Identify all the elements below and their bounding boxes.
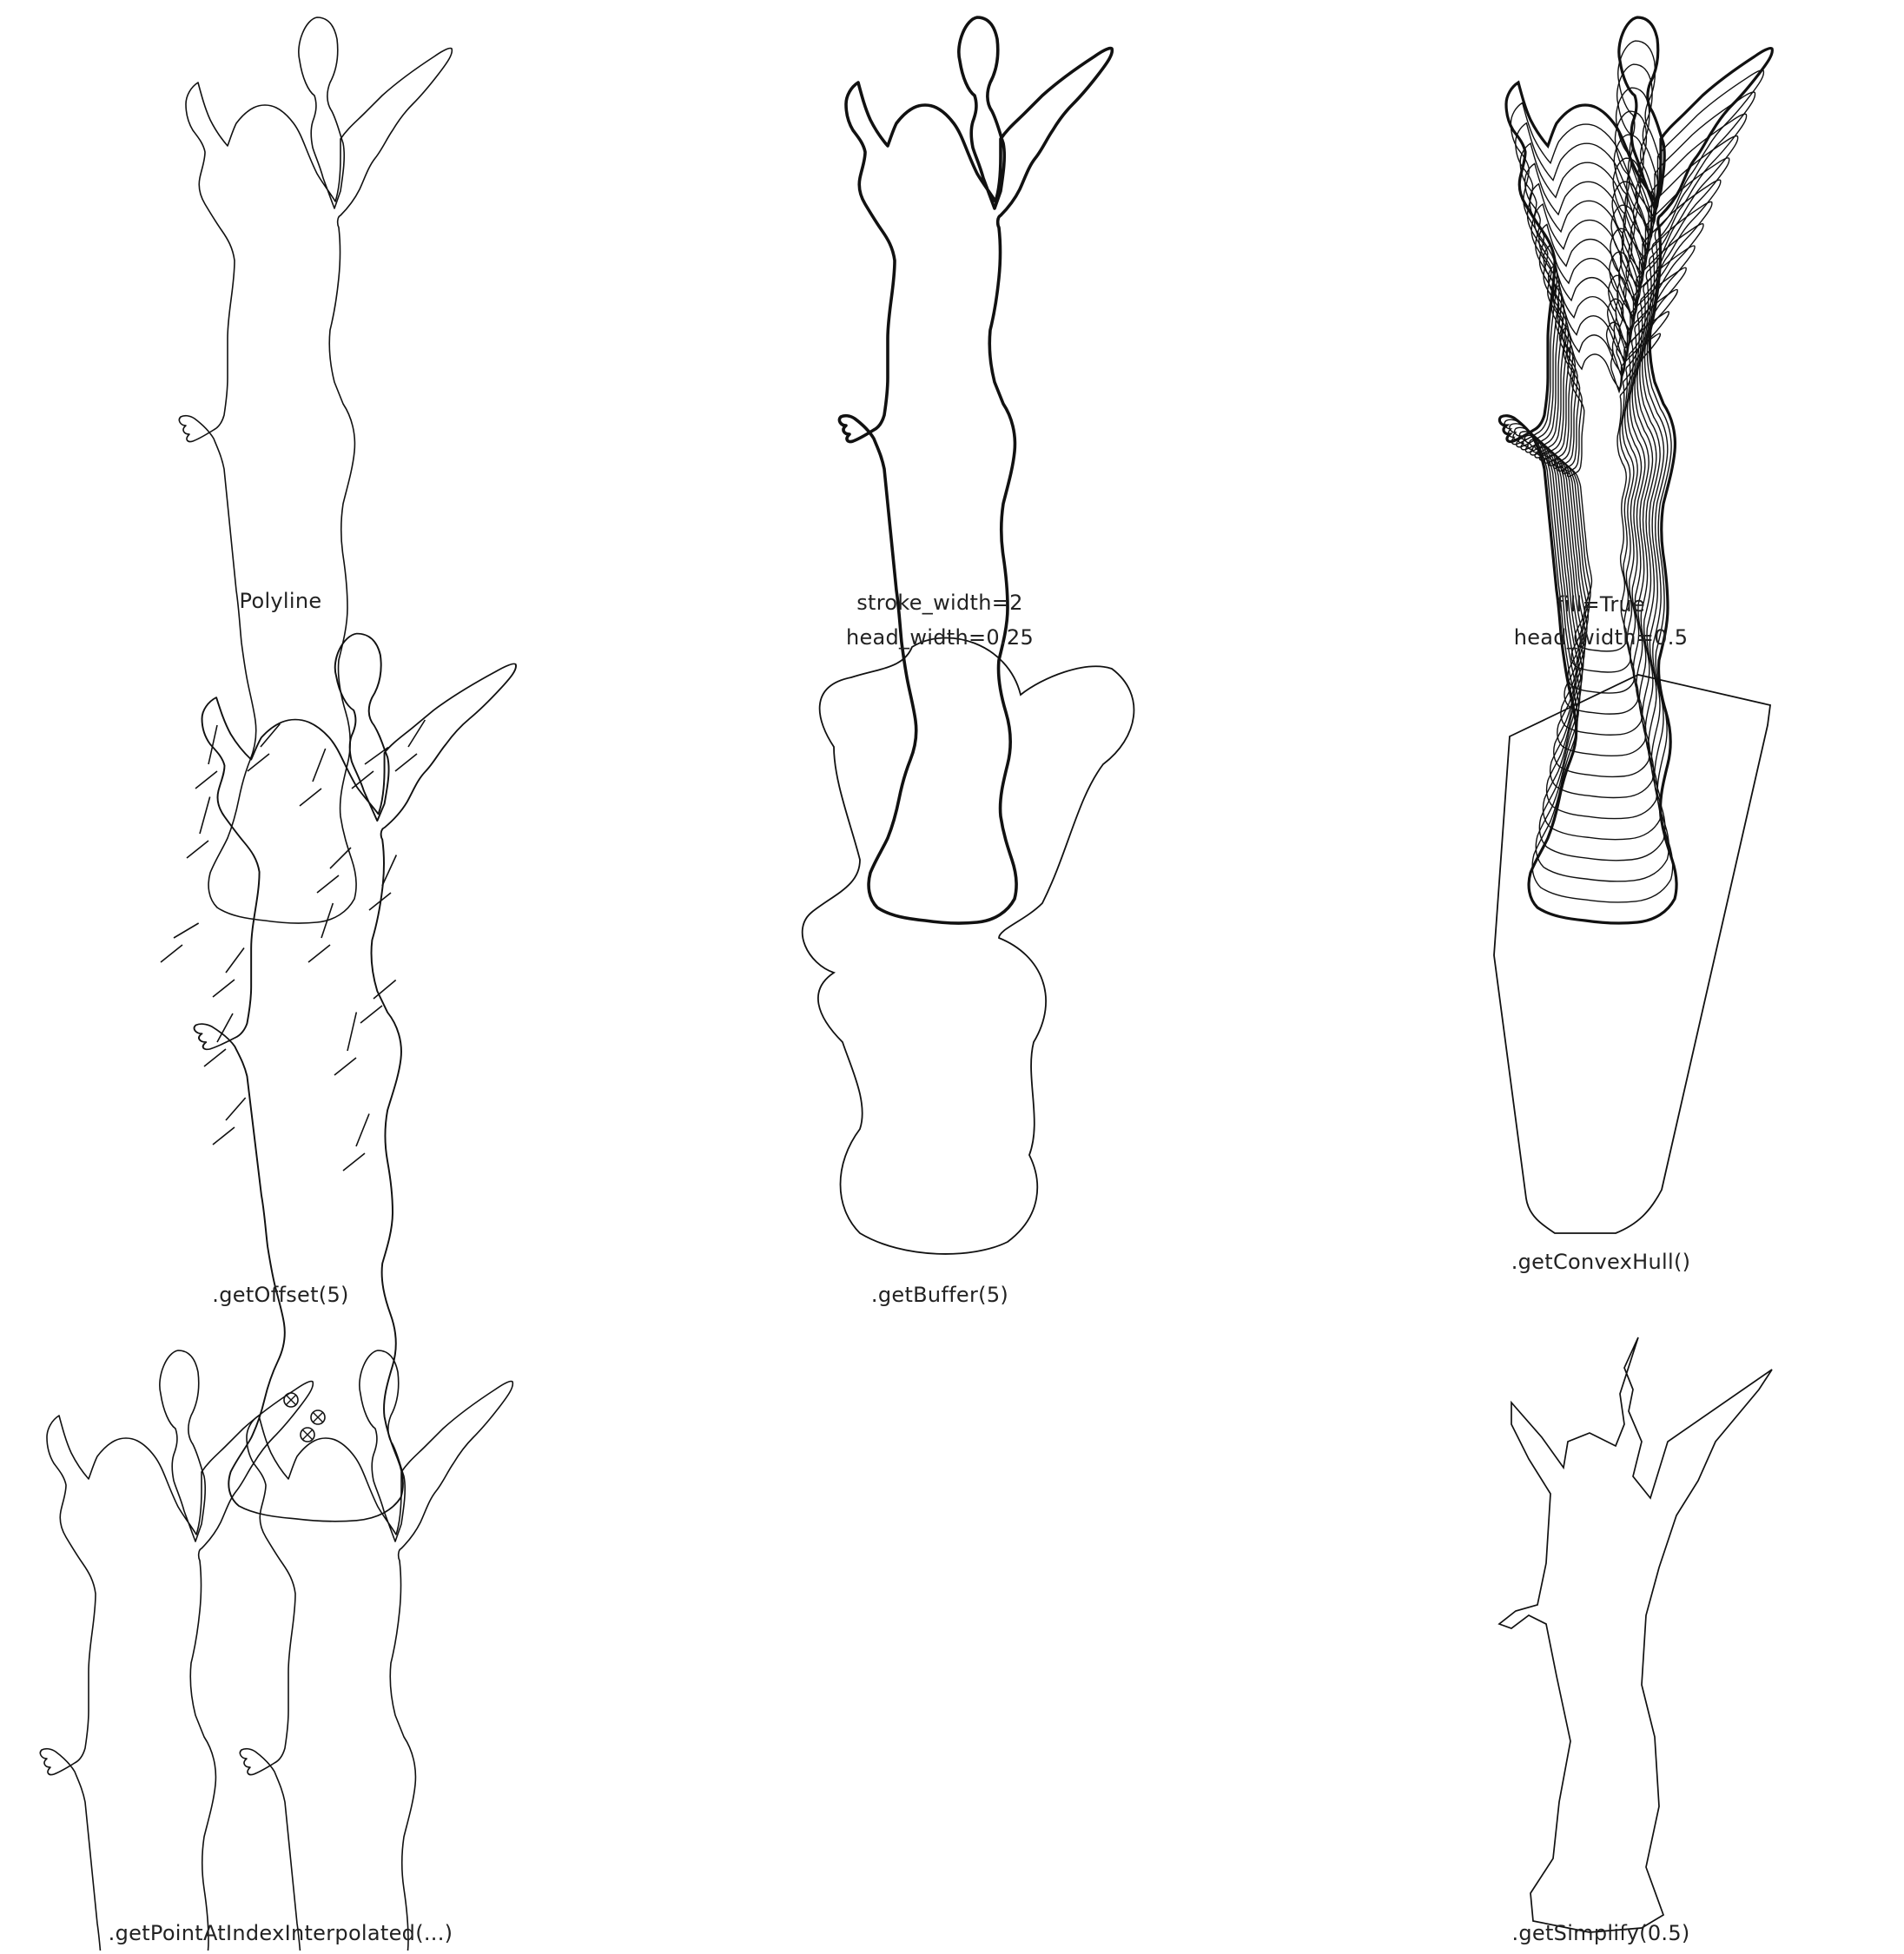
caption-get-buffer: .getBuffer(5) xyxy=(870,1283,1009,1307)
shape-stroke-width xyxy=(837,16,1114,925)
artifact-stroke xyxy=(394,719,426,772)
artifact-stroke xyxy=(351,746,389,789)
interpolated-point-cross xyxy=(301,1429,314,1441)
shape-fill-hatched xyxy=(1497,16,1774,925)
shape-buffer xyxy=(801,637,1135,1255)
artifact-stroke xyxy=(186,796,211,859)
interpolated-point-marker xyxy=(310,1409,326,1425)
artifact-stroke xyxy=(360,979,397,1024)
shape-offset-outline xyxy=(193,632,517,1522)
artifact-stroke xyxy=(212,1097,247,1145)
artifact-stroke xyxy=(299,748,327,807)
offset-artifacts xyxy=(160,719,426,1172)
artifact-stroke xyxy=(195,724,218,789)
interpolated-point-cross xyxy=(312,1411,324,1423)
caption-get-simplify: .getSimplify(0.5) xyxy=(1511,1921,1690,1945)
artifact-stroke xyxy=(334,1012,358,1076)
caption-stroke-head-width: head_width=0.25 xyxy=(845,625,1035,650)
artifact-stroke xyxy=(316,847,352,894)
caption-get-convex-hull: .getConvexHull() xyxy=(1511,1250,1691,1274)
artifact-stroke xyxy=(212,947,245,998)
caption-fill-head-width: head_width=0.5 xyxy=(1513,625,1689,650)
artifact-stroke xyxy=(247,723,281,772)
interpolated-point-marker xyxy=(300,1427,315,1442)
shape-simplify xyxy=(1497,1337,1773,1933)
artifact-stroke xyxy=(368,855,398,911)
interpolated-point-marker xyxy=(283,1392,299,1408)
shape-interpolated-a xyxy=(39,1350,314,1954)
artifact-stroke xyxy=(203,1013,234,1067)
caption-stroke-width: stroke_width=2 xyxy=(856,591,1023,615)
fill-contour xyxy=(1497,16,1774,925)
interpolated-point-cross xyxy=(285,1394,297,1406)
caption-polyline: Polyline xyxy=(239,589,322,613)
artifact-stroke xyxy=(307,902,334,963)
artifact-stroke xyxy=(342,1113,370,1172)
caption-get-point-at-index-interpolated: .getPointAtIndexInterpolated(...) xyxy=(108,1921,453,1945)
shape-convex-hull xyxy=(1493,674,1771,1234)
artifact-stroke xyxy=(160,922,200,963)
shape-interpolated-b xyxy=(239,1350,514,1954)
caption-fill: fill=True xyxy=(1556,592,1646,617)
caption-get-offset: .getOffset(5) xyxy=(212,1283,349,1307)
